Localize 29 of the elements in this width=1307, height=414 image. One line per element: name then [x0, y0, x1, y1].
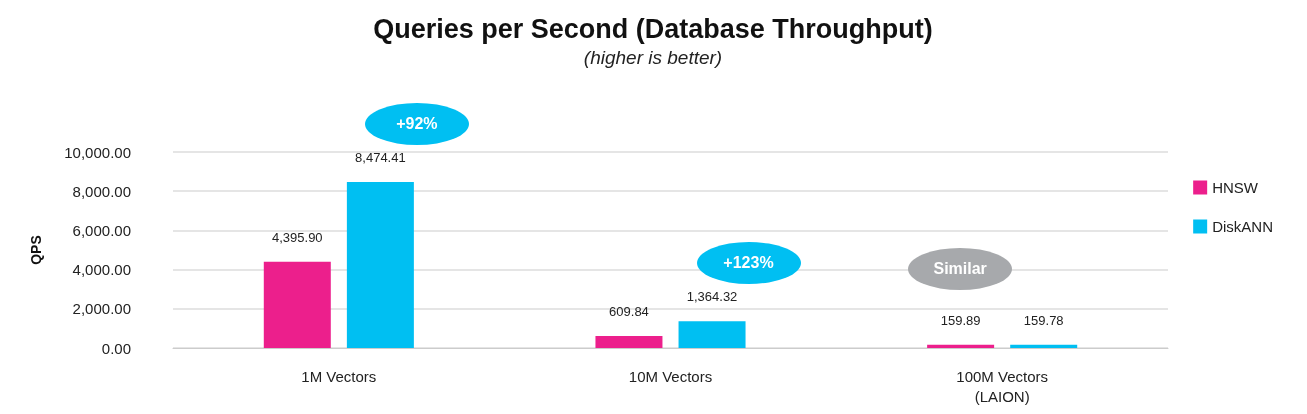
y-tick-label: 6,000.00 — [72, 221, 131, 239]
bar — [678, 321, 746, 348]
bar — [927, 344, 995, 348]
y-tick-label: 10,000.00 — [64, 143, 131, 161]
data-label: 1,364.32 — [686, 289, 738, 305]
data-label: 4,395.90 — [271, 229, 323, 245]
legend-label: HNSW — [1212, 179, 1259, 196]
bar — [595, 336, 663, 348]
oval-badge: +123% — [696, 242, 801, 285]
bar — [263, 261, 331, 348]
y-axis-title: QPS — [28, 235, 44, 265]
data-label: 159.78 — [1023, 312, 1064, 328]
y-tick-label: 8,000.00 — [72, 182, 131, 200]
legend-label: DiskANN — [1212, 218, 1274, 235]
x-tick-label: 100M Vectors (LAION) — [956, 367, 1049, 405]
chart-title: Queries per Second (Database Throughput) — [373, 13, 933, 44]
oval-badge: Similar — [908, 247, 1013, 290]
oval-badge: +92% — [364, 102, 469, 145]
x-tick-label: 10M Vectors — [628, 367, 713, 385]
y-tick-label: 2,000.00 — [72, 300, 131, 318]
x-tick-label: 1M Vectors — [301, 367, 377, 385]
data-label: 8,474.41 — [355, 149, 406, 165]
data-label: 159.89 — [940, 312, 981, 328]
data-label: 609.84 — [609, 304, 649, 320]
chart-subtitle: (higher is better) — [583, 47, 723, 68]
bar — [346, 181, 414, 348]
y-tick-label: 0.00 — [101, 339, 131, 357]
y-tick-label: 4,000.00 — [72, 261, 131, 279]
bar — [1010, 344, 1078, 348]
